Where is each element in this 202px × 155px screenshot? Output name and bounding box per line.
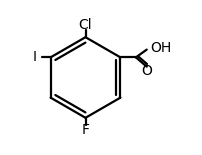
Text: I: I [33, 50, 37, 64]
Text: O: O [141, 64, 152, 78]
Text: Cl: Cl [79, 18, 92, 32]
Text: OH: OH [150, 41, 171, 55]
Text: F: F [81, 123, 89, 137]
